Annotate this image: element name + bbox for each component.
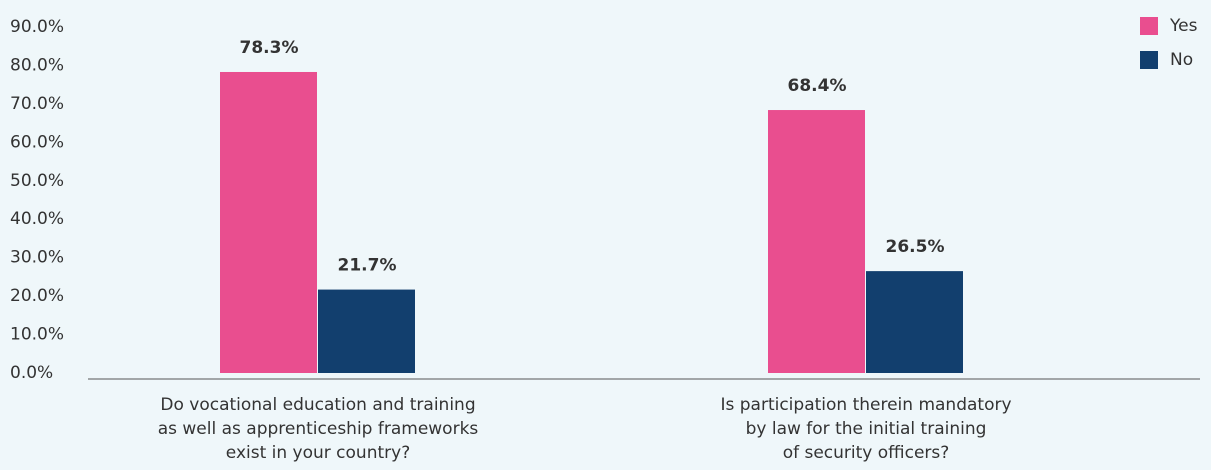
y-tick-label: 70.0% (10, 94, 64, 114)
y-tick-label: 20.0% (10, 286, 64, 306)
x-tick-label: Do vocational education and training as w… (158, 395, 479, 463)
value-label: 26.5% (886, 237, 945, 257)
bar (318, 289, 415, 373)
x-tick-label: Is participation therein mandatory by law… (720, 395, 1011, 463)
bar (220, 71, 317, 373)
legend-swatch (1140, 51, 1158, 69)
y-tick-label: 60.0% (10, 132, 64, 152)
value-label: 78.3% (240, 38, 299, 58)
bar (866, 271, 963, 373)
y-tick-label: 50.0% (10, 171, 64, 191)
y-tick-label: 40.0% (10, 209, 64, 229)
legend-swatch (1140, 17, 1158, 35)
y-tick-label: 30.0% (10, 248, 64, 268)
y-tick-label: 0.0% (10, 363, 53, 383)
value-label: 21.7% (338, 256, 397, 276)
legend-label: Yes (1169, 16, 1198, 36)
bar (768, 110, 865, 373)
y-tick-label: 80.0% (10, 55, 64, 75)
y-tick-label: 90.0% (10, 17, 64, 37)
value-label: 68.4% (788, 76, 847, 96)
y-tick-label: 10.0% (10, 325, 64, 345)
legend-label: No (1170, 50, 1193, 70)
